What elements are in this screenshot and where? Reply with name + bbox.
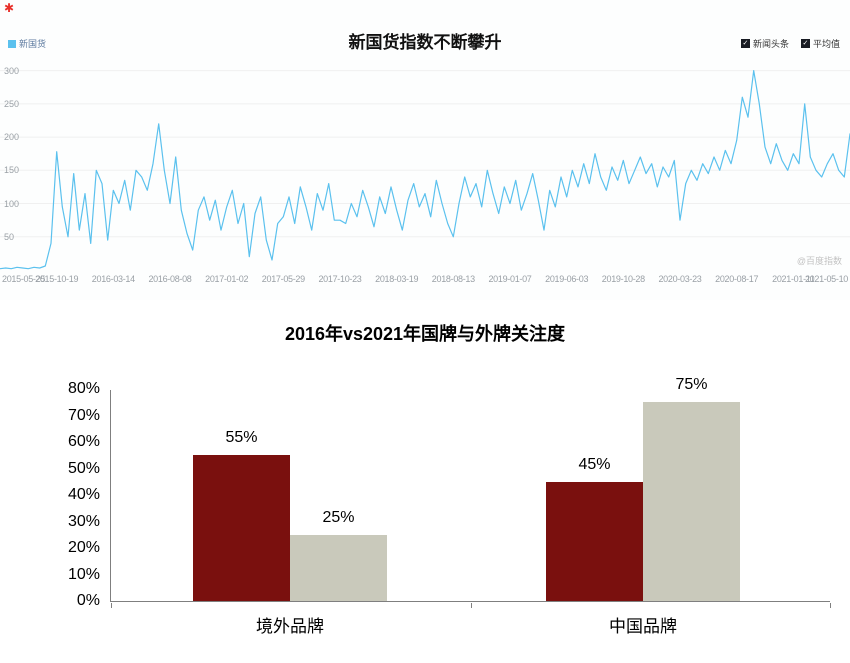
legend-item-average[interactable]: ✓ 平均值 (800, 37, 840, 50)
corner-mark-icon: ✱ (4, 1, 15, 15)
line-chart-section: ✱ 新国货 新国货指数不断攀升 ✓ 新闻头条 ✓ 平均值 50 100 150 200… (0, 0, 850, 300)
line-x-tick-label: 2017-10-23 (318, 274, 362, 284)
line-x-tick-label: 2016-03-14 (91, 274, 135, 284)
bar-value-label: 75% (675, 376, 708, 394)
bar-y-tick-label: 50% (67, 459, 100, 477)
line-x-tick-label: 2017-05-29 (261, 274, 305, 284)
series-swatch-icon (8, 39, 16, 48)
bar-y-tick-label: 10% (67, 565, 100, 583)
bar-y-tick-label: 30% (67, 512, 100, 530)
line-chart-plot: 50 100 150 200 250 300 @百度指数 (0, 64, 850, 270)
bar-category-label: 境外品牌 (256, 617, 324, 636)
legend-item-label: 新闻头条 (752, 39, 789, 49)
bar-value-label: 25% (322, 508, 355, 526)
bar-x-axis-tick (830, 603, 831, 608)
bar-plot-area: 55% 25% 境外品牌 45% 75% 中国品牌 (110, 376, 831, 636)
bar-value-label: 45% (578, 455, 611, 473)
line-x-tick-label: 2020-08-17 (715, 274, 759, 284)
line-chart-title: 新国货指数不断攀升 (348, 33, 502, 52)
line-series-legend[interactable]: 新国货 (8, 37, 46, 50)
bar-x-axis-tick (111, 603, 112, 608)
checkbox-icon: ✓ (800, 39, 810, 48)
line-x-tick-label: 2020-03-23 (658, 274, 702, 284)
bar-x-axis-tick (470, 603, 472, 608)
line-x-tick-label: 2017-01-02 (205, 274, 249, 284)
line-x-tick-label: 2019-10-28 (601, 274, 645, 284)
line-x-tick-label: 2016-08-08 (148, 274, 192, 284)
line-x-tick-label: 2021-01-11 (772, 274, 815, 284)
watermark: @百度指数 (796, 256, 842, 266)
bar-chart-section: 2016年vs2021年国牌与外牌关注度 80% 70% 60% 50% 40% 30% 2… (0, 300, 850, 663)
line-x-axis: 2015-05-25 2015-10-19 2016-03-14 2016-08-08… (0, 274, 850, 288)
line-x-tick-label: 2018-03-19 (375, 274, 419, 284)
bar-y-tick-label: 70% (67, 406, 100, 424)
line-legend-right: ✓ 新闻头条 ✓ 平均值 (740, 37, 840, 50)
series-legend-label: 新国货 (19, 39, 47, 49)
bar-y-tick-label: 20% (67, 539, 100, 556)
bar-category-label: 中国品牌 (609, 617, 677, 636)
legend-item-label: 平均值 (812, 39, 840, 49)
line-x-tick-label: 2019-06-03 (545, 274, 589, 284)
bar-y-tick-label: 40% (67, 486, 100, 503)
line-x-tick-label: 2018-08-13 (431, 274, 475, 284)
bar-group0-series1 (290, 534, 387, 601)
bar-value-label: 55% (225, 429, 258, 447)
bar-y-tick-label: 0% (76, 592, 100, 609)
bar-group0-series0 (193, 455, 290, 601)
bar-y-tick-label: 60% (67, 433, 100, 450)
line-x-tick-label: 2015-10-19 (35, 274, 79, 284)
bar-group1-series0 (546, 481, 643, 601)
bar-group1-series1 (643, 402, 740, 601)
legend-item-news-headlines[interactable]: ✓ 新闻头条 (740, 37, 789, 50)
bar-y-tick-label: 80% (67, 380, 100, 397)
line-x-tick-label: 2019-01-07 (488, 274, 532, 284)
line-chart-canvas (0, 69, 850, 270)
bar-chart-title: 2016年vs2021年国牌与外牌关注度 (284, 324, 566, 344)
line-x-tick-label: 2021-05-10 (804, 274, 848, 284)
line-x-tick-label: 2015-05-25 (2, 274, 46, 284)
checkbox-icon: ✓ (740, 39, 750, 48)
